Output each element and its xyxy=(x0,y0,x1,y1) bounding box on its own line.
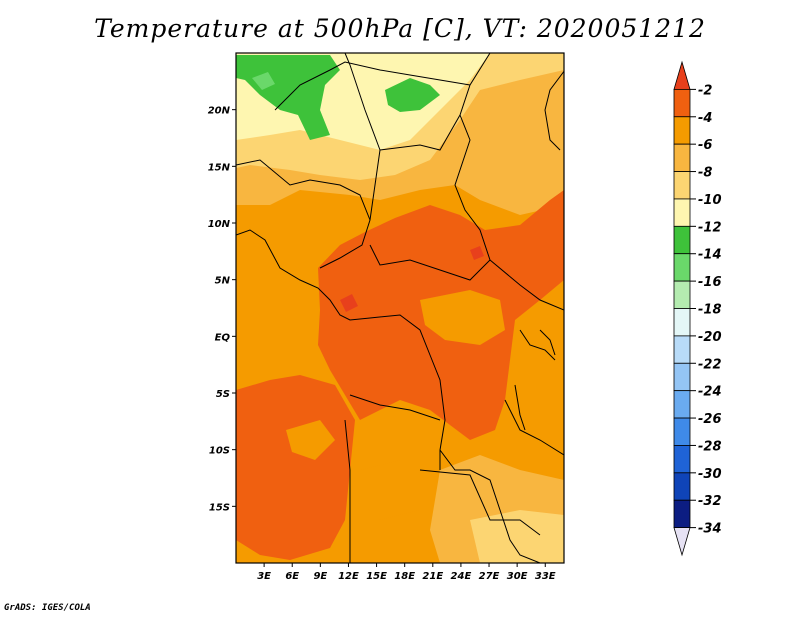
colorbar-label: -22 xyxy=(698,357,722,372)
colorbar-segment xyxy=(673,143,691,172)
colorbar: -2 -4 -6 -8 -10 -12 -14 -16 -18 -20 -22 -24 -26 -28 -3… xyxy=(673,60,722,557)
colorbar-label: -20 xyxy=(698,330,722,345)
lon-tick-label: 27E xyxy=(479,571,500,582)
lon-tick-label: 21E xyxy=(422,571,443,582)
colorbar-segment xyxy=(673,362,691,392)
lon-tick-label: 15E xyxy=(366,571,387,582)
colorbar-segment xyxy=(673,60,691,90)
colorbar-segment xyxy=(673,417,691,446)
colorbar-segment xyxy=(673,225,691,255)
colorbar-label: -6 xyxy=(698,138,712,153)
map-title: Temperature at 500hPa [C], VT: 202005121… xyxy=(94,14,706,43)
colorbar-segment xyxy=(673,198,691,227)
lon-tick-label: 24E xyxy=(451,571,472,582)
colorbar-label: -28 xyxy=(698,439,722,454)
plot-frame xyxy=(235,52,565,564)
lat-tick-label: 5N xyxy=(215,276,231,287)
colorbar-segment xyxy=(673,390,691,419)
colorbar-segment xyxy=(673,499,691,529)
colorbar-label: -10 xyxy=(698,193,722,208)
colorbar-label: -24 xyxy=(698,385,722,400)
colorbar-segment xyxy=(673,88,691,118)
lat-tick-label: 20N xyxy=(208,106,231,117)
colorbar-segment xyxy=(673,253,691,282)
colorbar-label: -14 xyxy=(698,248,722,263)
colorbar-segment xyxy=(673,472,691,501)
lat-tick-label: 5S xyxy=(216,389,230,400)
colorbar-segment xyxy=(673,308,691,337)
lat-tick-label: 10N xyxy=(208,219,231,230)
country-borders xyxy=(236,53,564,563)
lon-tick-label: 9E xyxy=(313,571,327,582)
lon-tick-label: 12E xyxy=(338,571,359,582)
lon-tick-label: 18E xyxy=(394,571,415,582)
colorbar-label: -32 xyxy=(698,494,722,509)
lon-tick-label: 33E xyxy=(535,571,556,582)
lon-tick-label: 6E xyxy=(285,571,299,582)
colorbar-label: -26 xyxy=(698,412,722,427)
colorbar-segment xyxy=(673,445,691,474)
longitude-axis: 3E 6E 9E 12E 15E 18E 21E 24E 27E 30E 33E xyxy=(257,563,556,582)
grads-credit: GrADS: IGES/COLA xyxy=(4,603,91,613)
colorbar-segment xyxy=(673,335,691,364)
colorbar-segment xyxy=(673,527,691,557)
colorbar-segment xyxy=(673,280,691,309)
temperature-field xyxy=(236,53,564,563)
latitude-axis: 20N 15N 10N 5N EQ 5S 10S 15S xyxy=(208,106,236,513)
colorbar-label: -12 xyxy=(698,220,722,235)
colorbar-label: -30 xyxy=(698,467,722,482)
lon-tick-label: 30E xyxy=(507,571,528,582)
colorbar-segment xyxy=(673,116,691,145)
colorbar-label: -8 xyxy=(698,166,712,181)
lat-tick-label: EQ xyxy=(215,332,231,343)
colorbar-label: -34 xyxy=(698,522,722,537)
colorbar-label: -18 xyxy=(698,303,722,318)
colorbar-label: -16 xyxy=(698,275,722,290)
lat-tick-label: 15S xyxy=(209,502,230,513)
lat-tick-label: 15N xyxy=(208,162,231,173)
colorbar-label: -2 xyxy=(698,83,712,98)
lon-tick-label: 3E xyxy=(257,571,271,582)
colorbar-segment xyxy=(673,171,691,200)
lat-tick-label: 10S xyxy=(209,446,230,457)
colorbar-label: -4 xyxy=(698,111,712,126)
